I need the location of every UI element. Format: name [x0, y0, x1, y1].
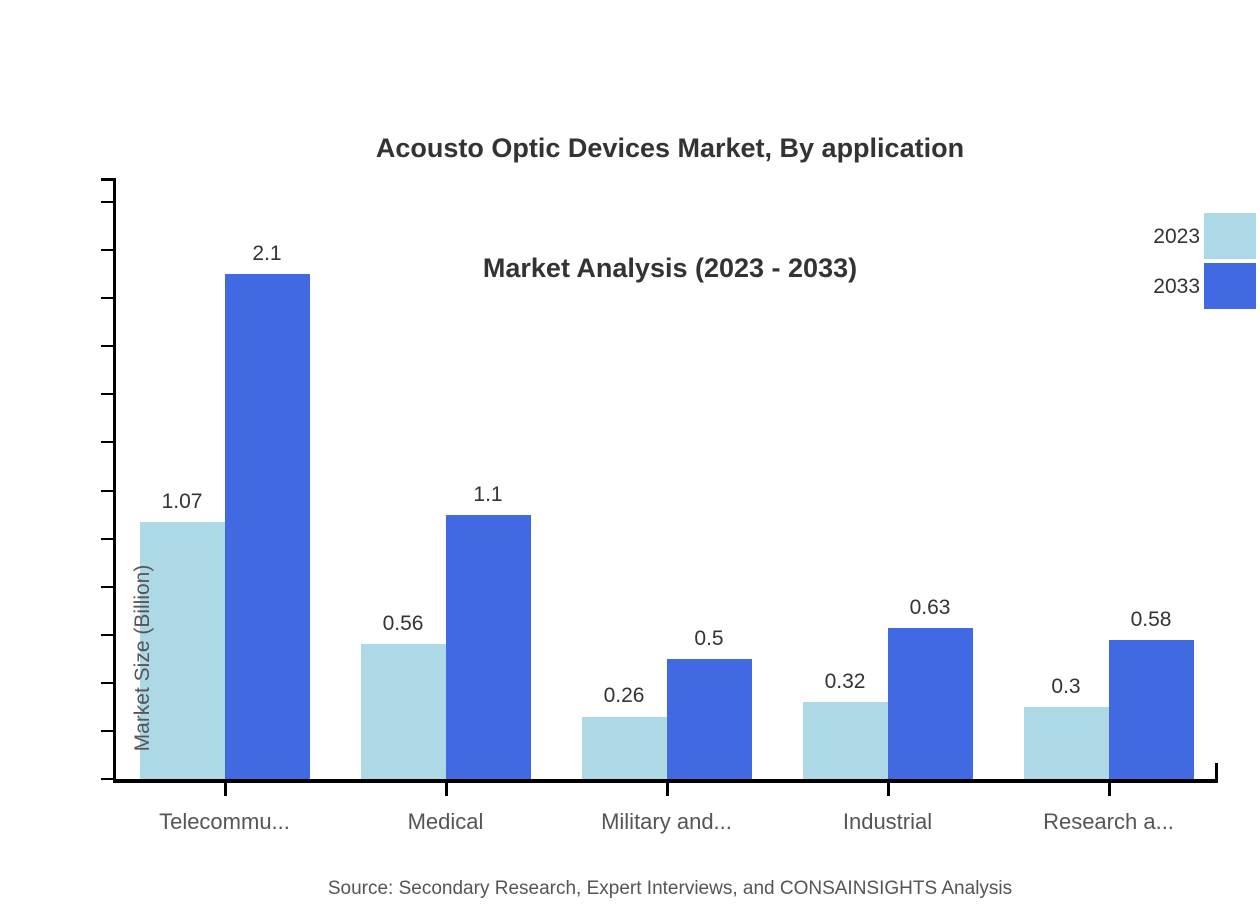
- y-axis-top-cap: [101, 178, 116, 181]
- x-axis-tick: [886, 782, 890, 796]
- y-axis-tick: [101, 633, 113, 636]
- bar-2023[interactable]: [1023, 706, 1109, 779]
- bar-value-label: 0.63: [909, 595, 951, 619]
- y-axis-tick: [101, 489, 113, 492]
- y-axis-tick: [101, 537, 113, 540]
- bar-value-label: 0.3: [1051, 674, 1081, 698]
- bar-2033[interactable]: [224, 274, 310, 779]
- y-axis-spine: [113, 178, 116, 782]
- legend-item-2023[interactable]: 2023: [1120, 213, 1260, 263]
- y-axis-tick: [101, 681, 113, 684]
- chart-title-line-2: Market Analysis (2023 - 2033): [482, 253, 858, 283]
- bar-2033[interactable]: [445, 514, 531, 779]
- y-axis-tick: [101, 297, 113, 300]
- bar-value-label: 0.5: [694, 626, 724, 650]
- y-axis-tick: [101, 249, 113, 252]
- legend-label: 2023: [1153, 225, 1200, 248]
- x-axis-tick: [444, 782, 448, 796]
- y-axis-tick: [101, 201, 113, 204]
- bar-2033[interactable]: [666, 658, 752, 779]
- bar-value-label: 0.56: [382, 612, 424, 636]
- legend-swatch: [1204, 213, 1256, 259]
- y-axis-tick: [101, 441, 113, 444]
- chart-legend: 2023 2033: [1120, 213, 1260, 313]
- x-axis-tick-label: Military and...: [601, 809, 732, 834]
- legend-swatch: [1204, 263, 1256, 309]
- y-axis-tick: [101, 778, 113, 780]
- x-axis-spine: [113, 779, 1218, 783]
- bar-2023[interactable]: [581, 716, 667, 779]
- y-axis-tick: [101, 345, 113, 348]
- bar-value-label: 0.32: [824, 670, 866, 694]
- x-axis-tick-label: Industrial: [842, 809, 933, 834]
- y-axis-label: Market Size (Billion): [131, 564, 154, 752]
- x-axis-right-cap: [1215, 763, 1218, 783]
- page-title: Acousto Optic Devices Market, By applica…: [0, 48, 1260, 328]
- bar-value-label: 0.58: [1130, 607, 1172, 631]
- legend-item-2033[interactable]: 2033: [1120, 263, 1260, 313]
- x-axis-tick: [1107, 782, 1111, 796]
- x-axis-tick-label: Medical: [407, 809, 484, 834]
- legend-label: 2033: [1153, 275, 1200, 298]
- x-axis-tick: [665, 782, 669, 796]
- bar-value-label: 1.07: [161, 489, 203, 513]
- x-axis-tick: [223, 782, 227, 796]
- bar-2023[interactable]: [139, 521, 225, 779]
- y-axis-tick: [101, 393, 113, 396]
- y-axis-tick: [101, 729, 113, 732]
- bar-value-label: 2.1: [252, 242, 282, 266]
- bar-2033[interactable]: [1108, 639, 1194, 779]
- source-note: Source: Secondary Research, Expert Inter…: [327, 878, 1013, 899]
- bar-value-label: 1.1: [473, 482, 503, 506]
- y-axis-tick: [101, 585, 113, 588]
- x-axis-tick-label: Research a...: [1043, 809, 1174, 834]
- bar-2033[interactable]: [887, 627, 973, 779]
- bar-2023[interactable]: [802, 702, 888, 779]
- bar-value-label: 0.26: [603, 684, 645, 708]
- bar-2023[interactable]: [360, 644, 446, 779]
- x-axis-tick-label: Telecommu...: [159, 809, 290, 834]
- chart-title-line-1: Acousto Optic Devices Market, By applica…: [375, 133, 965, 163]
- plot-area: 0.00.20.40.60.81.01.21.41.61.82.02.22.4 …: [101, 178, 1218, 834]
